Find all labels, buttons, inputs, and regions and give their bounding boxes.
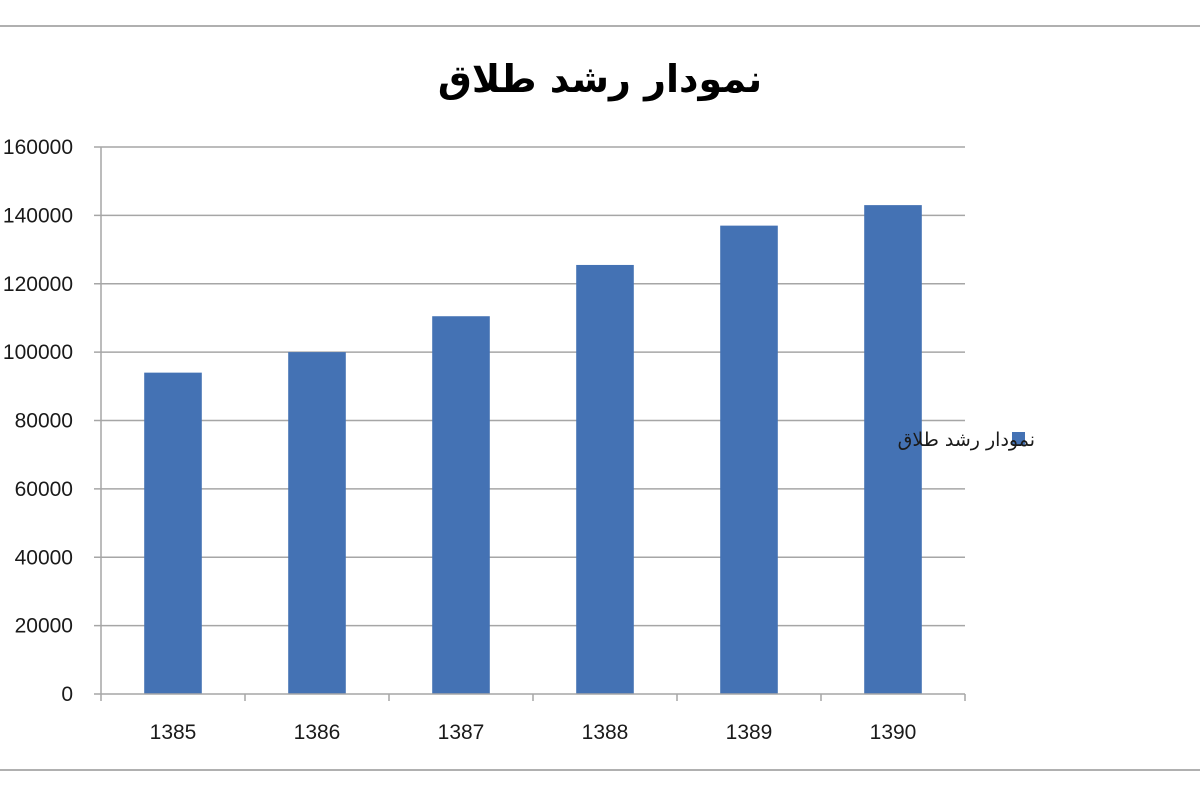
bar-1388 (576, 264, 634, 694)
bar-1389 (720, 225, 778, 694)
x-tick-label: 1386 (294, 721, 341, 744)
y-axis-tick-labels: 0 20000 40000 60000 80000 100000 120000 140000 1… (3, 136, 73, 706)
y-tick-label: 120000 (3, 273, 73, 296)
y-tick-label: 140000 (3, 204, 73, 227)
legend-label: نمودار رشد طلاق (898, 429, 1035, 451)
y-tick-label: 20000 (15, 615, 73, 638)
y-tick-label: 60000 (15, 478, 73, 501)
bars (144, 205, 922, 694)
x-tick-label: 1390 (870, 721, 917, 744)
y-tick-label: 80000 (15, 410, 73, 433)
x-tick-label: 1385 (150, 721, 197, 744)
x-axis (100, 147, 966, 701)
x-tick-label: 1388 (582, 721, 629, 744)
y-tick-label: 40000 (15, 546, 73, 569)
y-tick-label: 100000 (3, 341, 73, 364)
x-tick-label: 1387 (438, 721, 485, 744)
legend: نمودار رشد طلاق (898, 429, 1035, 451)
y-tick-label: 0 (61, 683, 73, 706)
legend-swatch (1012, 432, 1025, 445)
bar-1390 (864, 205, 922, 694)
bar-1385 (144, 372, 202, 694)
grid-lines (94, 146, 965, 695)
x-axis-tick-labels: 1385 1386 1387 1388 1389 1390 (150, 721, 917, 744)
bar-1386 (288, 352, 346, 694)
chart-title: نمودار رشد طلاق (438, 57, 762, 101)
x-tick-label: 1389 (726, 721, 773, 744)
y-tick-label: 160000 (3, 136, 73, 159)
bar-1387 (432, 316, 490, 694)
